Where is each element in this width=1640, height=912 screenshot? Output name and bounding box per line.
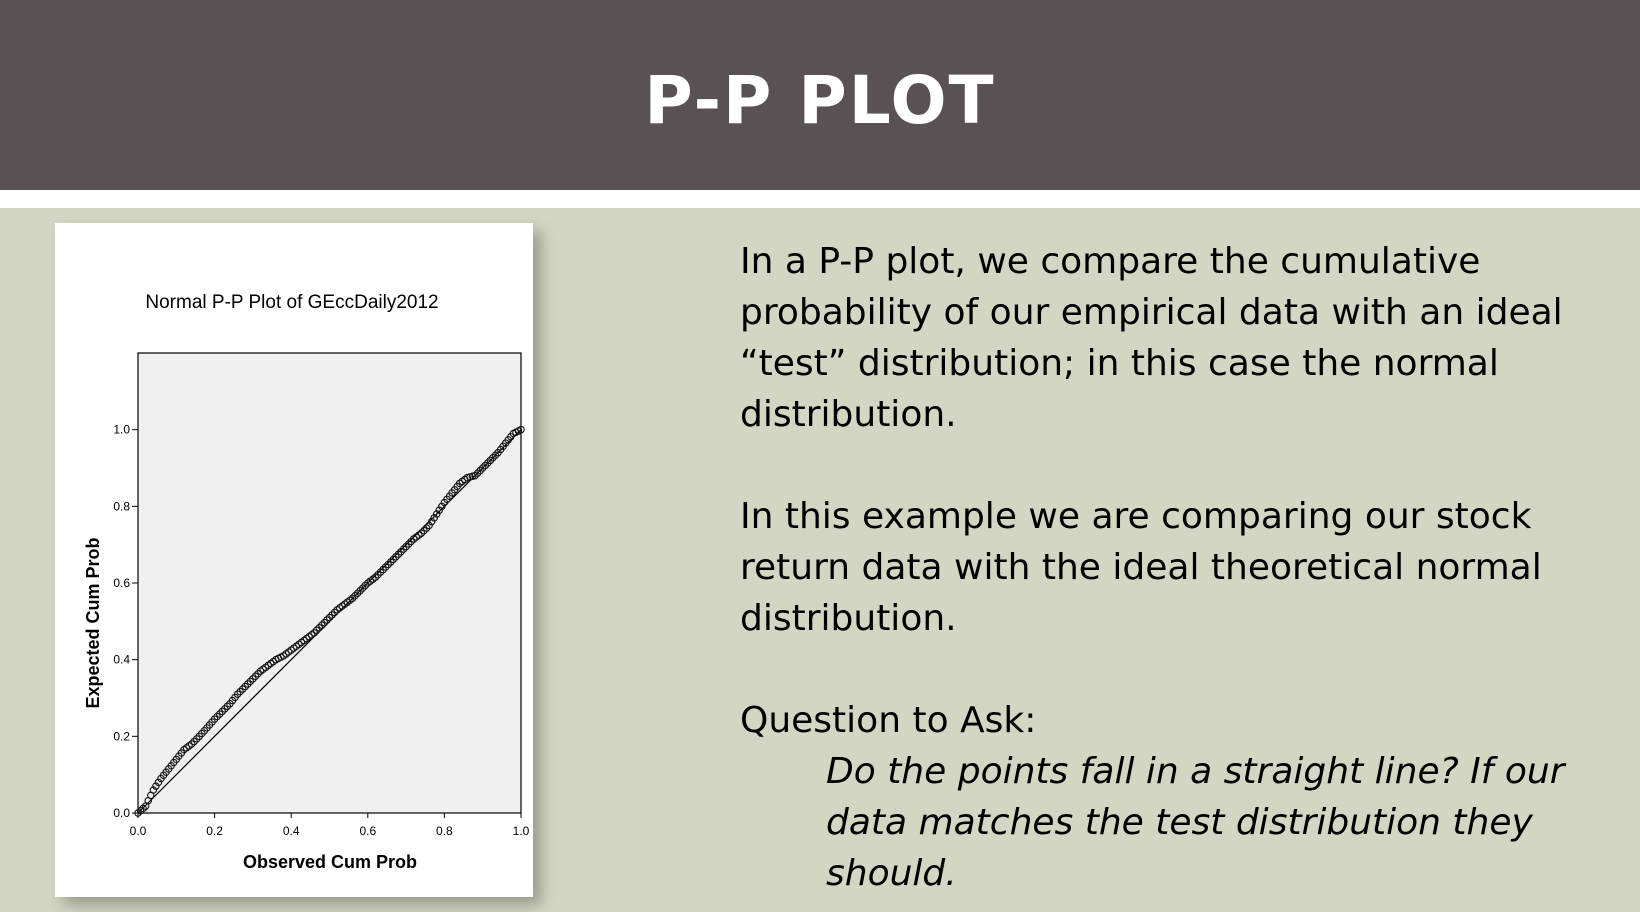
data-point xyxy=(481,461,490,470)
data-point xyxy=(152,782,160,790)
x-tick-label: 0.8 xyxy=(436,824,453,838)
data-point xyxy=(425,521,433,530)
data-point xyxy=(236,687,244,696)
data-point xyxy=(238,685,247,693)
data-point xyxy=(241,682,249,691)
data-point xyxy=(387,558,395,566)
data-point xyxy=(325,613,334,622)
data-point xyxy=(348,594,357,603)
slide-title: P-P PLOT xyxy=(644,62,996,139)
data-point xyxy=(478,464,487,472)
data-point xyxy=(136,806,145,815)
data-point xyxy=(489,454,497,462)
data-point xyxy=(249,675,257,683)
data-point xyxy=(190,737,198,746)
y-tick-label: 0.2 xyxy=(113,729,130,743)
data-point xyxy=(210,715,219,723)
data-point xyxy=(246,677,255,686)
data-point xyxy=(358,584,367,592)
data-point xyxy=(379,565,387,574)
y-axis-label: Expected Cum Prob xyxy=(83,537,103,708)
data-point xyxy=(223,702,232,711)
x-tick-label: 0.4 xyxy=(283,824,300,838)
data-point xyxy=(361,581,369,590)
data-point xyxy=(149,786,158,794)
explanation-text: In a P-P plot, we compare the cumulative… xyxy=(740,236,1600,899)
data-point xyxy=(310,629,318,637)
data-point xyxy=(374,570,382,579)
data-point xyxy=(187,740,196,748)
header-bar xyxy=(0,0,1640,190)
data-point xyxy=(192,735,201,743)
x-axis-label: Observed Cum Prob xyxy=(243,852,417,872)
y-tick-label: 0.6 xyxy=(113,576,130,590)
x-tick-label: 0.0 xyxy=(130,824,147,838)
data-point xyxy=(318,621,326,629)
data-point xyxy=(432,510,441,518)
data-point xyxy=(213,712,221,721)
data-point xyxy=(476,466,484,475)
data-point xyxy=(371,573,380,581)
data-point xyxy=(417,529,426,537)
data-point xyxy=(139,804,147,813)
data-point xyxy=(353,589,362,597)
data-point xyxy=(404,540,413,548)
data-point xyxy=(244,680,252,688)
data-point xyxy=(351,592,359,600)
y-tick-label: 1.0 xyxy=(113,423,130,437)
data-point xyxy=(154,778,163,787)
data-point xyxy=(397,547,405,556)
data-point xyxy=(420,526,428,535)
data-point xyxy=(254,669,262,678)
y-tick-label: 0.4 xyxy=(113,653,130,667)
data-point xyxy=(473,469,482,477)
pp-plot-chart: Normal P-P Plot of GEccDaily2012 0.0 0.2 0… xyxy=(83,292,530,872)
question-label: Question to Ask: xyxy=(740,700,1037,741)
data-point xyxy=(218,707,227,716)
data-point xyxy=(392,553,400,561)
data-point xyxy=(389,555,398,564)
data-point xyxy=(517,425,525,434)
y-tick-label: 0.0 xyxy=(113,806,130,820)
data-point xyxy=(221,705,229,713)
data-point xyxy=(384,560,392,569)
y-tick-label: 0.8 xyxy=(113,499,130,513)
data-point xyxy=(399,545,408,553)
data-point xyxy=(435,506,444,514)
x-tick-label: 0.2 xyxy=(206,824,223,838)
data-point xyxy=(427,517,436,526)
data-point xyxy=(394,550,403,558)
header-divider xyxy=(0,190,1640,208)
data-point xyxy=(233,690,242,698)
data-point xyxy=(315,623,324,632)
data-point xyxy=(422,524,431,532)
data-point xyxy=(407,537,415,546)
data-point xyxy=(323,616,331,624)
data-point xyxy=(356,586,364,595)
data-point xyxy=(381,563,390,571)
question-text: Do the points fall in a straight line? I… xyxy=(826,751,1565,894)
x-tick-label: 0.6 xyxy=(359,824,376,838)
data-point xyxy=(486,456,495,465)
data-point xyxy=(376,568,385,576)
data-point xyxy=(330,608,339,617)
paragraph-example: In this example we are comparing our sto… xyxy=(740,496,1542,639)
data-point xyxy=(471,471,479,480)
data-point xyxy=(491,451,500,459)
data-point xyxy=(402,542,410,551)
data-point xyxy=(215,710,224,718)
data-point xyxy=(320,618,329,627)
chart-title: Normal P-P Plot of GEccDaily2012 xyxy=(145,292,438,313)
data-point xyxy=(438,502,446,511)
data-point xyxy=(251,672,260,681)
data-point xyxy=(484,459,492,467)
chart-card: Normal P-P Plot of GEccDaily2012 0.0 0.2 0… xyxy=(55,223,533,897)
data-point xyxy=(328,611,336,619)
paragraph-intro: In a P-P plot, we compare the cumulative… xyxy=(740,241,1563,435)
data-point xyxy=(312,626,321,635)
x-tick-label: 1.0 xyxy=(513,824,530,838)
data-point xyxy=(430,514,438,522)
